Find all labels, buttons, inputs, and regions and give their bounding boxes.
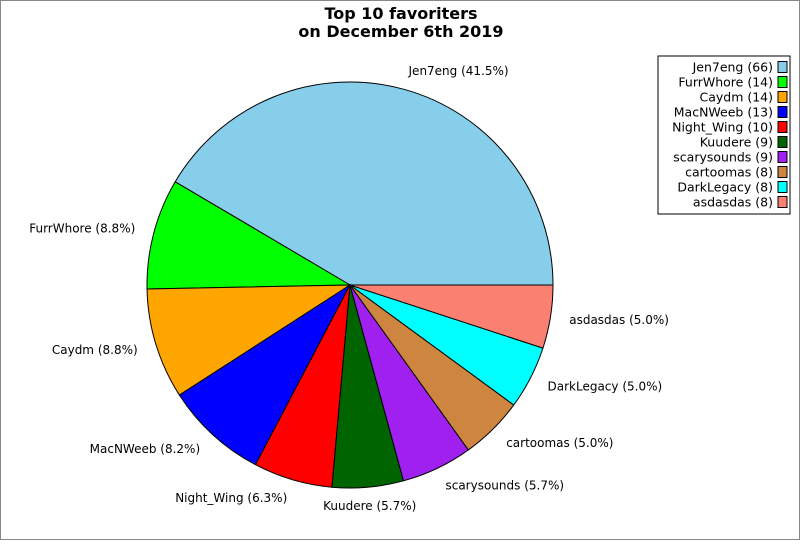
pie-slice-caydm [146,284,352,396]
legend-label-furrwhore: FurrWhore (14) [678,75,773,90]
legend-box [657,55,791,215]
legend-swatch-night-wing [777,121,788,133]
legend-swatch-macnweeb [777,106,788,118]
slice-label-caydm: Caydm (8.8%) [52,343,138,357]
legend-label-jen7eng: Jen7eng (66) [692,60,773,75]
legend-label-cartoomas: cartoomas (8) [685,165,773,180]
slice-label-cartoomas: cartoomas (5.0%) [506,436,613,450]
slice-label-scarysounds: scarysounds (5.7%) [445,478,564,492]
legend-swatch-furrwhore [777,76,788,88]
chart-title-line-1: Top 10 favoriters [324,4,477,23]
legend-label-caydm: Caydm (14) [699,90,773,105]
slice-label-furrwhore: FurrWhore (8.8%) [29,222,135,236]
legend-label-night-wing: Night_Wing (10) [672,120,773,135]
legend-label-kuudere: Kuudere (9) [700,135,773,150]
legend-swatch-caydm [777,91,788,103]
legend: Jen7eng (66)FurrWhore (14)Caydm (14)MacN… [657,55,791,215]
slice-label-macnweeb: MacNWeeb (8.2%) [90,442,201,456]
pie-slice-furrwhore [146,181,352,290]
legend-label-scarysounds: scarysounds (9) [673,150,773,165]
pie-slice-jen7eng [174,81,554,286]
legend-swatch-scarysounds [777,151,788,163]
legend-swatch-jen7eng [777,61,788,73]
chart-title-line-2: on December 6th 2019 [298,22,503,41]
slice-label-asdasdas: asdasdas (5.0%) [569,313,669,327]
legend-label-macnweeb: MacNWeeb (13) [674,105,773,120]
pie-slice-asdasdas [349,284,554,349]
legend-swatch-cartoomas [777,166,788,178]
slice-label-night-wing: Night_Wing (6.3%) [175,491,287,505]
legend-label-asdasdas: asdasdas (8) [693,195,773,210]
legend-swatch-kuudere [777,136,788,148]
legend-label-darklegacy: DarkLegacy (8) [677,180,773,195]
pie-slices [146,81,554,489]
pie-slice-macnweeb [178,283,352,466]
pie-slice-labels: Jen7eng (41.5%) FurrWhore (8.8%) Caydm (8.… [29,64,669,513]
slice-label-kuudere: Kuudere (5.7%) [323,499,416,513]
slice-label-darklegacy: DarkLegacy (5.0%) [548,379,663,393]
legend-swatch-asdasdas [777,196,788,208]
legend-swatch-darklegacy [777,181,788,193]
slice-label-jen7eng: Jen7eng (41.5%) [408,64,509,78]
